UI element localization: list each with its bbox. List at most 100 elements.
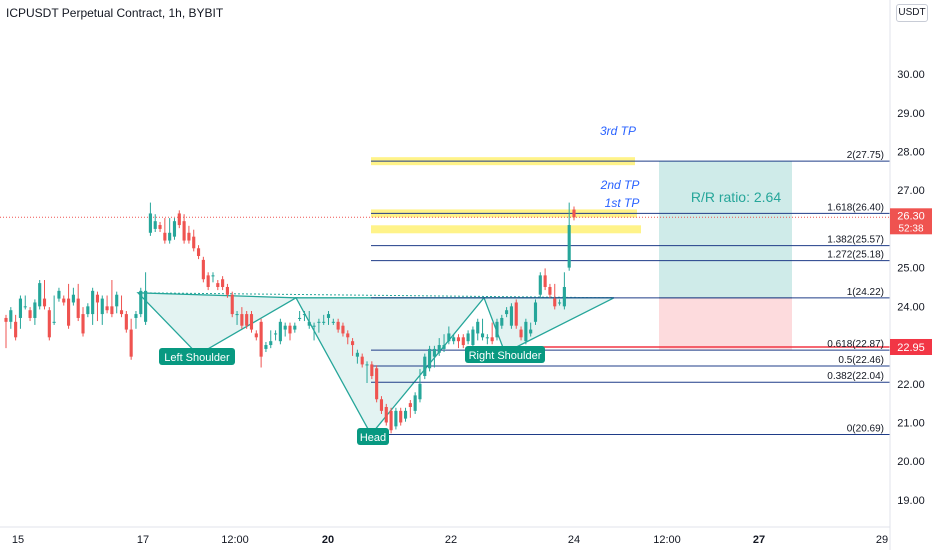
candle-body <box>351 341 355 346</box>
candle-body <box>86 306 90 315</box>
candle-body <box>168 232 172 241</box>
candle-body <box>495 321 499 338</box>
candle-body <box>288 325 292 334</box>
candle-body <box>298 317 302 319</box>
y-tick-label: 19.00 <box>897 495 925 507</box>
candle-body <box>4 317 8 322</box>
candle-body <box>346 333 350 338</box>
candle-body <box>177 213 181 226</box>
candle-body <box>394 410 398 427</box>
candle-body <box>302 314 307 316</box>
candle-body <box>245 314 249 326</box>
candle-body <box>158 225 162 229</box>
y-tick-label: 24.00 <box>897 301 925 313</box>
candle-body <box>432 348 436 357</box>
tp-label: 3rd TP <box>600 124 636 138</box>
candle-body <box>312 325 316 327</box>
candle-body <box>408 403 412 407</box>
fib-label: 1.272(25.18) <box>827 250 884 261</box>
head-label-bg <box>357 428 389 445</box>
candle-body <box>95 294 100 303</box>
candle-body <box>389 410 393 431</box>
tp-label: 2nd TP <box>600 178 640 192</box>
fib-label: 0.5(22.46) <box>838 355 884 366</box>
head-label: Head <box>360 432 386 444</box>
right-shoulder-label: Right Shoulder <box>469 350 542 362</box>
neckline <box>137 292 615 299</box>
y-tick-label: 27.00 <box>897 185 925 197</box>
candle-body <box>447 333 451 342</box>
x-tick-label: 20 <box>322 534 334 546</box>
current-price-tag <box>890 208 932 235</box>
candle-body <box>28 310 32 318</box>
candle-body <box>23 306 27 308</box>
candle-body <box>110 306 114 315</box>
candle-body <box>187 232 191 241</box>
tp-band <box>371 225 641 234</box>
fib-label: 1.618(26.40) <box>827 202 884 213</box>
candle-body <box>283 325 287 330</box>
pattern-triangle <box>136 292 299 356</box>
candle-body <box>355 352 359 357</box>
candle-body <box>33 302 37 318</box>
candle-body <box>235 314 239 316</box>
candle-body <box>326 314 331 318</box>
candle-body <box>249 314 254 330</box>
fib-label: 1.382(25.57) <box>827 235 884 246</box>
x-tick-label: 12:00 <box>653 534 681 546</box>
stop-price-label: 22.95 <box>897 342 925 354</box>
candle-body <box>442 345 446 349</box>
candle-body <box>557 302 562 304</box>
candle-body <box>62 298 66 303</box>
y-tick-label: 20.00 <box>897 456 925 468</box>
candle-body <box>423 356 427 377</box>
candle-body <box>225 286 229 295</box>
rr-ratio-label: R/R ratio: 2.64 <box>691 189 781 205</box>
candle-body <box>269 341 273 346</box>
tp-label: 1st TP <box>605 196 640 210</box>
profit-zone <box>659 161 792 298</box>
left-shoulder-label-bg <box>159 348 235 365</box>
candle-body <box>529 329 533 334</box>
candle-body <box>38 283 42 307</box>
countdown-label: 52:38 <box>898 223 923 234</box>
candle-body <box>505 310 509 315</box>
right-shoulder-label-bg <box>465 346 545 363</box>
candle-body <box>413 395 417 411</box>
candle-body <box>293 325 297 330</box>
candle-body <box>365 364 369 366</box>
candle-body <box>240 314 244 326</box>
loss-zone <box>659 297 792 351</box>
candle-body <box>153 221 157 229</box>
candle-body <box>548 286 552 295</box>
candle-body <box>100 298 104 315</box>
candle-body <box>307 321 311 326</box>
fib-label: 0.382(22.04) <box>827 371 884 382</box>
candle-body <box>490 337 494 342</box>
currency-button[interactable]: USDT <box>896 4 928 22</box>
candle-body <box>9 310 13 322</box>
candle-body <box>466 333 470 342</box>
x-tick-label: 24 <box>568 534 580 546</box>
candle-body <box>182 221 186 241</box>
fib-label: 1(24.22) <box>847 287 884 298</box>
candle-body <box>42 298 47 307</box>
x-tick-label: 22 <box>445 534 457 546</box>
candle-body <box>336 321 340 330</box>
candle-body <box>76 298 80 318</box>
candle-body <box>196 248 201 257</box>
candle-body <box>216 283 220 287</box>
candle-body <box>52 321 56 323</box>
candle-body <box>399 410 403 423</box>
chart-title: ICPUSDT Perpetual Contract, 1h, BYBIT <box>6 6 224 20</box>
candle-body <box>201 259 205 280</box>
candle-body <box>370 364 374 377</box>
candle-body <box>134 314 138 318</box>
candle-body <box>567 225 571 268</box>
candle-body <box>384 406 388 423</box>
candle-body <box>81 314 85 334</box>
candle-body <box>14 321 18 338</box>
y-tick-label: 25.00 <box>897 263 925 275</box>
candle-body <box>543 275 547 287</box>
